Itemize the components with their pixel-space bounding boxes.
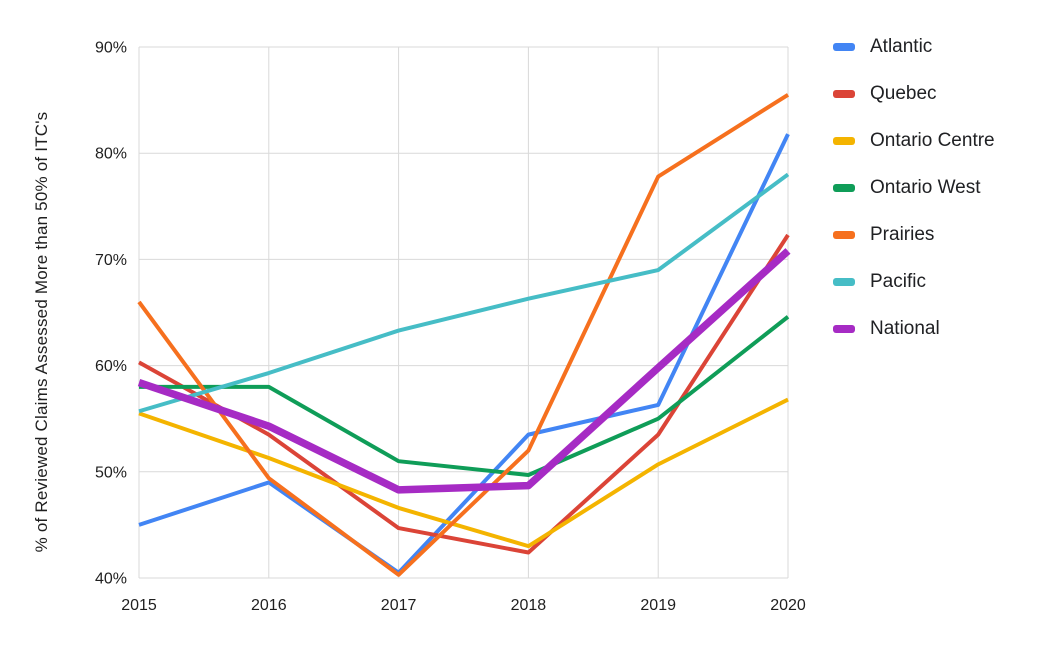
series-line-prairies	[137, 93, 790, 577]
legend-swatch-quebec	[833, 89, 855, 98]
series-line-pacific	[138, 172, 790, 414]
legend-label: Prairies	[870, 223, 935, 245]
legend-item-quebec: Quebec	[833, 70, 995, 117]
legend-label: National	[870, 317, 940, 339]
x-tick-label: 2018	[511, 597, 547, 614]
legend-item-pacific: Pacific	[833, 258, 995, 305]
x-tick-label: 2016	[251, 597, 287, 614]
series-line-atlantic	[138, 133, 790, 575]
legend-swatch-national	[833, 324, 855, 333]
legend-item-prairies: Prairies	[833, 211, 995, 258]
legend-label: Quebec	[870, 82, 937, 104]
y-tick-label: 60%	[95, 358, 127, 375]
x-tick-label: 2015	[121, 597, 157, 614]
legend-item-national: National	[833, 305, 995, 352]
legend: Atlantic Quebec Ontario Centre Ontario West…	[833, 23, 995, 352]
series-line-ontario-centre	[138, 397, 789, 549]
series-line-national	[137, 248, 791, 494]
gridlines	[138, 46, 789, 579]
y-tick-label: 90%	[95, 40, 127, 57]
legend-label: Ontario West	[870, 176, 981, 198]
legend-swatch-ontario-centre	[833, 136, 855, 145]
y-tick-label: 70%	[95, 252, 127, 269]
y-tick-label: 40%	[95, 571, 127, 588]
y-axis-title: % of Reviewed Claims Assessed More than …	[32, 111, 51, 553]
legend-swatch-atlantic	[833, 42, 855, 51]
x-axis-tick-labels: 2015 2016 2017 2018 2019 2020	[121, 597, 806, 614]
legend-swatch-pacific	[833, 277, 855, 286]
x-tick-label: 2019	[640, 597, 676, 614]
legend-label: Ontario Centre	[870, 129, 995, 151]
x-tick-label: 2017	[381, 597, 417, 614]
legend-swatch-ontario-west	[833, 183, 855, 192]
legend-swatch-prairies	[833, 230, 855, 239]
series-line-ontario-west	[139, 315, 790, 477]
legend-label: Atlantic	[870, 35, 933, 57]
y-tick-label: 80%	[95, 146, 127, 163]
y-axis-tick-labels: 40% 50% 60% 70% 80% 90%	[95, 40, 127, 588]
legend-item-atlantic: Atlantic	[833, 23, 995, 70]
legend-item-ontario-west: Ontario West	[833, 164, 995, 211]
y-tick-label: 50%	[95, 464, 127, 481]
legend-label: Pacific	[870, 270, 926, 292]
legend-item-ontario-centre: Ontario Centre	[833, 117, 995, 164]
x-tick-label: 2020	[770, 597, 806, 614]
